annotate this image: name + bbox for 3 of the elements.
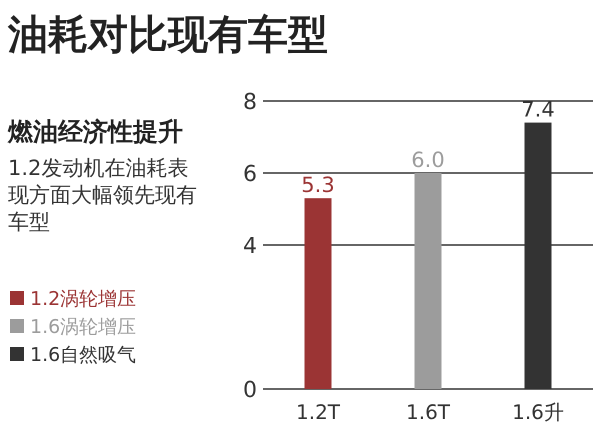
title: 油耗对比现有车型 bbox=[8, 12, 328, 58]
annotation: 1.2发动机在油耗表现方面大幅领先现有车型 bbox=[8, 156, 197, 234]
subtitle: 燃油经济性提升 bbox=[8, 117, 183, 146]
